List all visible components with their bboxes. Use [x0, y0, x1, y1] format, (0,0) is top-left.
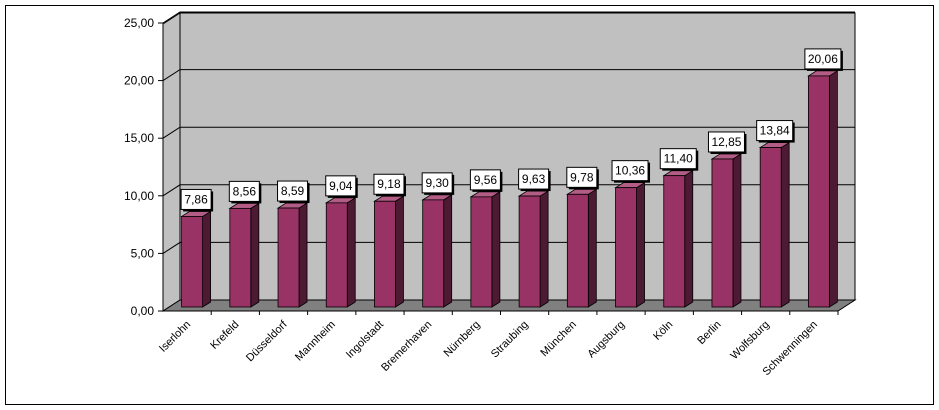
- bar-front: [711, 158, 734, 308]
- gridline: [162, 11, 855, 24]
- data-label: 20,06: [808, 52, 838, 66]
- data-label: 9,18: [377, 177, 401, 191]
- floor: [161, 299, 857, 312]
- bar-side: [443, 194, 453, 308]
- bar-side: [587, 188, 597, 308]
- data-label: 9,56: [474, 173, 498, 187]
- bar: [758, 141, 791, 308]
- data-label-box: [325, 175, 357, 197]
- y-tick-label: 25,00: [124, 16, 154, 30]
- y-tick-label: 0,00: [131, 304, 155, 318]
- data-label-box: [228, 180, 260, 202]
- y-tick-label: 15,00: [124, 131, 154, 145]
- gridline: [162, 126, 855, 139]
- data-label: 11,40: [664, 152, 693, 166]
- bar-side: [780, 141, 790, 308]
- data-label-box: [707, 131, 745, 153]
- bar-side: [298, 202, 308, 308]
- bar-front: [181, 216, 204, 308]
- data-label: 9,63: [522, 172, 546, 186]
- data-label-box: [566, 166, 598, 188]
- y-tick-label: 10,00: [124, 189, 154, 203]
- data-label-box: [518, 168, 550, 190]
- data-label: 9,78: [570, 170, 594, 184]
- data-label: 13,84: [760, 124, 790, 138]
- bar-front: [229, 207, 252, 308]
- bar: [806, 70, 839, 308]
- bar-front: [663, 175, 686, 308]
- bar: [373, 195, 405, 308]
- bar-side: [346, 197, 356, 308]
- bar-front: [470, 196, 493, 308]
- bar-side: [491, 191, 501, 308]
- bar-side: [539, 190, 549, 308]
- bar-front: [374, 200, 396, 308]
- data-label: 10,36: [615, 164, 645, 178]
- data-label: 8,56: [233, 184, 257, 198]
- bar: [276, 202, 309, 308]
- data-label-box: [421, 172, 453, 194]
- bar: [614, 181, 646, 308]
- bar: [662, 169, 695, 308]
- bar: [421, 194, 454, 308]
- bar-front: [615, 187, 637, 308]
- data-label-box: [756, 120, 794, 142]
- data-label: 9,04: [329, 179, 353, 193]
- bar: [517, 190, 550, 308]
- bar: [710, 153, 743, 308]
- bar-front: [759, 147, 782, 308]
- bar: [469, 191, 502, 308]
- data-label: 8,59: [281, 184, 305, 198]
- bar-side: [395, 195, 404, 308]
- data-label: 7,86: [184, 192, 208, 206]
- bar-front: [325, 202, 348, 308]
- y-tick-label: 5,00: [131, 246, 155, 260]
- gridline: [162, 69, 855, 82]
- bar-front: [807, 75, 830, 308]
- data-label-box: [804, 48, 842, 70]
- data-label-box: [180, 188, 212, 210]
- bar-front: [566, 193, 589, 308]
- y-tick-label: 20,00: [124, 74, 154, 88]
- bar: [324, 197, 357, 308]
- bar-front: [518, 195, 541, 308]
- bar-side: [828, 70, 838, 308]
- data-label-box: [373, 173, 405, 195]
- bar-side: [202, 210, 212, 308]
- bar-side: [636, 181, 645, 308]
- bar-side: [732, 153, 742, 308]
- data-label: 12,85: [711, 135, 741, 149]
- data-label-box: [659, 148, 697, 170]
- bar-front: [277, 207, 300, 308]
- side-wall: [162, 12, 181, 312]
- data-label: 9,30: [425, 176, 449, 190]
- bar: [565, 188, 598, 308]
- data-label-box: [469, 169, 501, 191]
- bar-side: [250, 202, 260, 308]
- data-label-box: [277, 180, 309, 202]
- bar-front: [422, 199, 445, 308]
- data-label-box: [611, 160, 649, 182]
- bar-side: [684, 169, 694, 308]
- bar: [180, 210, 213, 308]
- bar: [228, 202, 261, 308]
